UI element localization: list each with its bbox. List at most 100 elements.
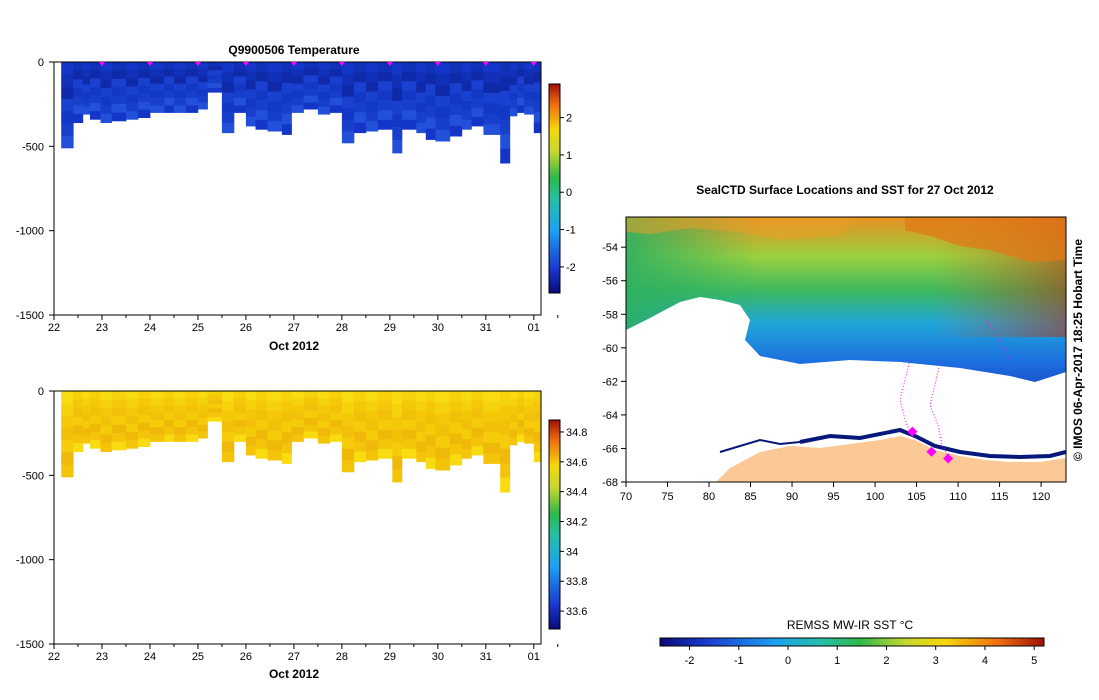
seal-location-1 bbox=[907, 426, 918, 437]
temperature-profile-6 bbox=[111, 78, 127, 88]
salinity-profile-31 bbox=[416, 431, 427, 442]
salinity-profile-36 bbox=[471, 427, 484, 438]
temperature-profile-24 bbox=[329, 69, 343, 77]
temperature-profile-23 bbox=[317, 99, 331, 108]
temperature-profile-6 bbox=[111, 62, 127, 71]
salinity-profile-22 bbox=[303, 397, 319, 405]
temperature-profile-5 bbox=[100, 62, 112, 71]
map-y-tick-label: -60 bbox=[602, 343, 618, 355]
salinity-profile-26 bbox=[353, 411, 367, 422]
salinity-profile-12 bbox=[185, 434, 199, 442]
temperature-profile-19 bbox=[267, 62, 283, 73]
temperature-profile-40 bbox=[517, 90, 525, 99]
temperature-profile-33 bbox=[435, 118, 451, 131]
temperature-profile-39 bbox=[509, 69, 518, 78]
temperature-colorbar-ticks: -2 -1 0 1 2 bbox=[560, 113, 576, 274]
map-y-tick-label: -68 bbox=[602, 477, 618, 489]
salinity-profile-25 bbox=[341, 425, 355, 438]
salinity-profile-20 bbox=[281, 442, 292, 454]
temperature-profile-33 bbox=[435, 62, 451, 74]
temperature-xlabel: Oct 2012 bbox=[269, 339, 319, 353]
salinity-profile-18 bbox=[255, 400, 268, 411]
temperature-profile-36 bbox=[471, 116, 484, 127]
salinity-profile-5 bbox=[100, 391, 112, 400]
salinity-profile-23 bbox=[317, 413, 331, 422]
temperature-profile-24 bbox=[329, 76, 343, 84]
salinity-profile-1 bbox=[61, 440, 74, 453]
salinity-profile-22 bbox=[303, 424, 319, 432]
temperature-profile-42 bbox=[533, 82, 542, 93]
salinity-profile-18 bbox=[255, 439, 268, 450]
temperature-profile-4 bbox=[90, 103, 101, 112]
salinity-profile-41 bbox=[524, 420, 535, 429]
temperature-profile-9 bbox=[150, 83, 165, 92]
temperature-profile-14 bbox=[207, 62, 223, 67]
temperature-profile-4 bbox=[90, 94, 101, 104]
salinity-profile-35 bbox=[461, 419, 472, 430]
salinity-profile-10 bbox=[164, 412, 175, 421]
temperature-y-tick-label: -1500 bbox=[16, 310, 44, 322]
map-panel: SealCTD Surface Locations and SST for 27… bbox=[602, 183, 1085, 503]
salinity-profile-30 bbox=[401, 429, 417, 440]
temperature-profile-9 bbox=[150, 98, 165, 106]
salinity-profile-23 bbox=[317, 428, 331, 437]
sst-colorbar-ticks: -2 -1 0 1 2 3 4 5 bbox=[685, 646, 1037, 667]
salinity-profile-26 bbox=[353, 431, 367, 442]
salinity-profile-33 bbox=[435, 402, 451, 414]
temperature-profile-5 bbox=[100, 114, 112, 123]
temperature-title: Q9900506 Temperature bbox=[228, 43, 360, 57]
temperature-profile-29 bbox=[392, 140, 403, 154]
map-y-tick-label: -62 bbox=[602, 376, 618, 388]
map-x-tick-label: 80 bbox=[703, 491, 715, 503]
salinity-profile-19 bbox=[267, 450, 283, 461]
salinity-profile-38 bbox=[500, 463, 511, 479]
salinity-profile-18 bbox=[255, 391, 268, 401]
salinity-y-tick-label: -500 bbox=[22, 470, 44, 482]
seal-track-1 bbox=[899, 359, 916, 441]
temperature-profile-12 bbox=[185, 98, 199, 106]
salinity-profile-35 bbox=[461, 439, 472, 450]
salinity-profile-17 bbox=[245, 445, 256, 456]
temperature-profile-25 bbox=[341, 108, 355, 121]
salinity-profile-13 bbox=[197, 391, 208, 398]
salinity-profile-15 bbox=[221, 421, 235, 432]
salinity-profile-30 bbox=[401, 448, 417, 459]
temperature-profile-12 bbox=[185, 69, 199, 77]
temperature-profile-30 bbox=[401, 71, 417, 82]
temperature-profile-36 bbox=[471, 107, 484, 118]
temperature-profile-16 bbox=[233, 83, 247, 92]
temperature-profile-27 bbox=[365, 101, 379, 112]
map-y-tick-label: -58 bbox=[602, 309, 618, 321]
salinity-profile-9 bbox=[150, 419, 165, 428]
salinity-profile-26 bbox=[353, 421, 367, 432]
temperature-profile-42 bbox=[533, 122, 542, 134]
salinity-profile-30 bbox=[401, 439, 417, 450]
temperature-section-plot bbox=[61, 62, 542, 164]
salinity-profile-14 bbox=[207, 412, 223, 418]
temperature-profile-16 bbox=[233, 98, 247, 106]
salinity-profile-6 bbox=[111, 416, 127, 425]
temperature-profile-3 bbox=[82, 62, 91, 70]
salinity-profile-6 bbox=[111, 424, 127, 434]
map-x-tick-label: 90 bbox=[786, 491, 798, 503]
temperature-profile-14 bbox=[207, 66, 223, 71]
temperature-profile-28 bbox=[377, 100, 393, 111]
salinity-profile-41 bbox=[524, 391, 535, 399]
temperature-x-tick-label: 26 bbox=[240, 322, 252, 334]
salinity-profile-16 bbox=[233, 398, 247, 406]
salinity-profile-15 bbox=[221, 441, 235, 452]
temperature-profile-32 bbox=[425, 117, 436, 129]
salinity-profile-18 bbox=[255, 448, 268, 459]
temperature-profile-38 bbox=[500, 148, 511, 164]
salinity-profile-7 bbox=[126, 399, 139, 408]
salinity-y-tick-label: -1500 bbox=[16, 639, 44, 651]
temperature-profile-41 bbox=[524, 91, 535, 100]
temperature-profile-30 bbox=[401, 110, 417, 121]
salinity-profile-39 bbox=[509, 437, 518, 446]
salinity-profile-14 bbox=[207, 408, 223, 413]
salinity-profile-16 bbox=[233, 391, 247, 399]
temperature-profile-14 bbox=[207, 79, 223, 84]
temperature-profile-35 bbox=[461, 90, 472, 101]
temperature-profile-30 bbox=[401, 62, 417, 72]
salinity-profile-10 bbox=[164, 398, 175, 406]
